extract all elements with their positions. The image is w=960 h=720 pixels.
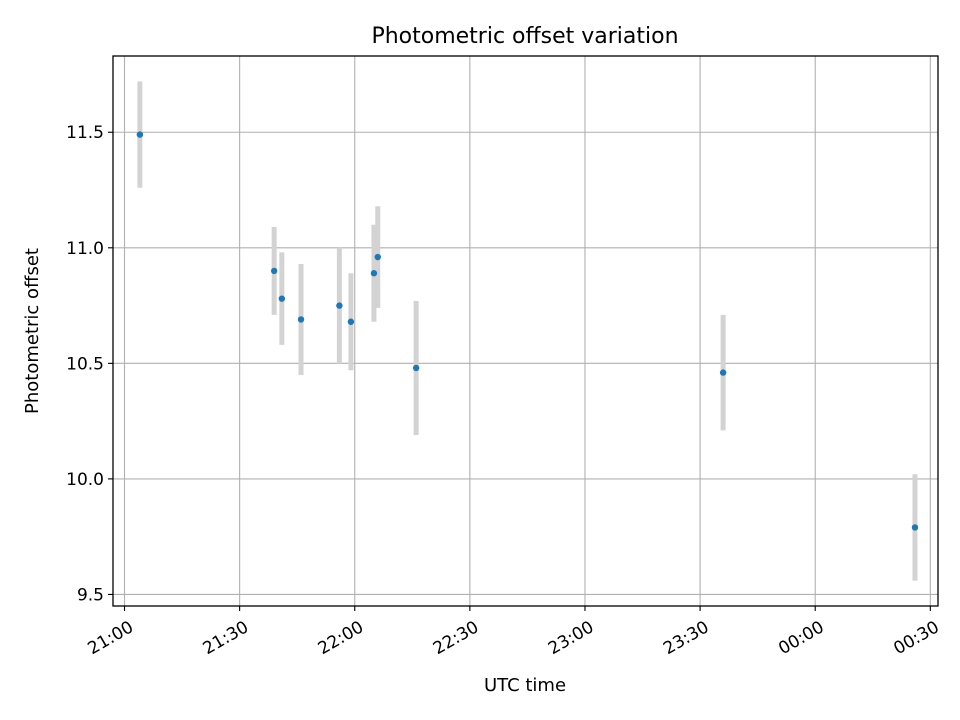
data-point: [347, 318, 355, 325]
data-point: [297, 316, 305, 323]
data-point: [911, 524, 919, 531]
gridlines: [113, 56, 938, 606]
data-point: [278, 295, 286, 302]
data-point: [719, 369, 727, 376]
data-point: [270, 267, 278, 275]
x-axis-label: UTC time: [484, 675, 566, 696]
y-axis-label: Photometric offset: [22, 248, 43, 414]
data-point: [374, 253, 381, 261]
data-point: [336, 302, 343, 309]
data-point: [136, 131, 144, 138]
data-point: [412, 364, 420, 372]
plot-frame: [112, 55, 939, 607]
y-tick-label: 9.5: [77, 585, 104, 605]
data-points: [136, 131, 919, 531]
y-tick-label: 11.0: [66, 239, 104, 259]
y-tick-label: 10.5: [66, 354, 104, 374]
chart-title: Photometric offset variation: [371, 24, 678, 49]
y-tick-label: 10.0: [66, 470, 104, 490]
y-tick-label: 11.5: [66, 123, 104, 143]
data-point: [370, 270, 378, 277]
